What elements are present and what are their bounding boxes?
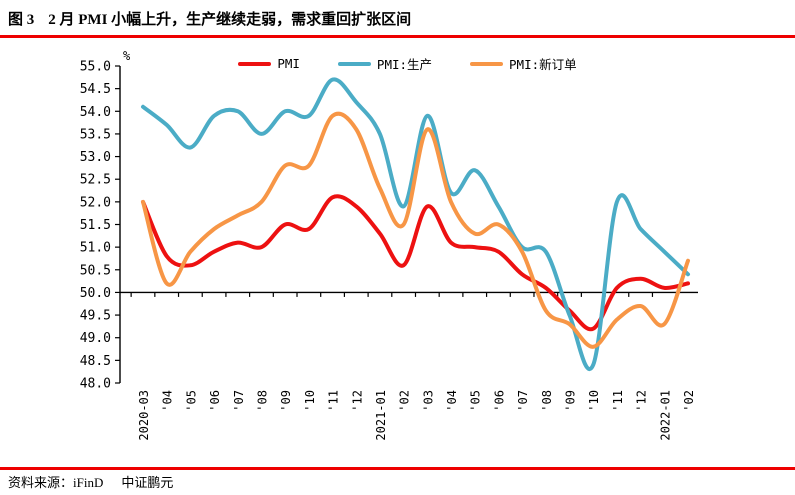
legend-item-production: PMI:生产 bbox=[337, 54, 433, 73]
y-tick-label: 52.5 bbox=[80, 173, 111, 188]
bottom-divider-line bbox=[0, 467, 795, 470]
x-tick-label: '11 bbox=[611, 390, 625, 412]
x-tick-label: '12 bbox=[635, 390, 649, 412]
x-tick-label: '04 bbox=[445, 390, 459, 412]
top-divider-line bbox=[0, 35, 795, 38]
x-tick-label: 2022-01 bbox=[658, 390, 672, 441]
y-tick-label: 53.5 bbox=[80, 127, 111, 142]
data-source-text: 资料来源：iFinD bbox=[8, 475, 104, 490]
legend-label: PMI:新订单 bbox=[509, 57, 577, 72]
x-tick-label: '07 bbox=[232, 390, 246, 412]
legend-item-new-orders: PMI:新订单 bbox=[470, 54, 577, 73]
y-tick-label: 55.0 bbox=[80, 60, 111, 75]
x-tick-label: '06 bbox=[208, 390, 222, 412]
y-tick-label: 54.0 bbox=[80, 105, 111, 120]
x-tick-label: 2020-03 bbox=[137, 390, 151, 441]
y-tick-label: 54.5 bbox=[80, 82, 111, 97]
x-tick-label: '08 bbox=[255, 390, 269, 412]
x-tick-label: '05 bbox=[184, 390, 198, 412]
series-new-orders-line bbox=[141, 111, 690, 349]
legend-line-swatch bbox=[238, 61, 272, 66]
x-tick-label: '07 bbox=[516, 390, 530, 412]
x-tick-label: '05 bbox=[469, 390, 483, 412]
x-tick-label: '10 bbox=[587, 390, 601, 412]
x-tick-label: '08 bbox=[540, 390, 554, 412]
series-production-line bbox=[141, 77, 690, 371]
x-tick-label: 2021-01 bbox=[374, 390, 388, 441]
x-tick-label: '09 bbox=[279, 390, 293, 412]
y-tick-label: 50.0 bbox=[80, 286, 111, 301]
source-note: 资料来源：iFinD 中证鹏元 bbox=[8, 472, 173, 491]
x-tick-label: '03 bbox=[421, 390, 435, 412]
x-tick-label: '02 bbox=[398, 390, 412, 412]
y-tick-label: 49.0 bbox=[80, 331, 111, 346]
x-tick-label: '11 bbox=[327, 390, 341, 412]
x-tick-label: '06 bbox=[492, 390, 506, 412]
chart-legend: PMI PMI:生产 PMI:新订单 bbox=[120, 54, 695, 73]
figure-title: 图 3 2 月 PMI 小幅上升，生产继续走弱，需求重回扩张区间 bbox=[8, 8, 788, 29]
y-tick-label: 53.0 bbox=[80, 150, 111, 165]
x-tick-label: '12 bbox=[350, 390, 364, 412]
y-tick-label: 51.5 bbox=[80, 218, 111, 233]
y-tick-label: 51.0 bbox=[80, 241, 111, 256]
legend-line-swatch bbox=[470, 61, 504, 66]
x-tick-label: '10 bbox=[303, 390, 317, 412]
figure-number-label: 图 3 bbox=[8, 12, 35, 28]
y-tick-label: 48.5 bbox=[80, 354, 111, 369]
x-tick-label: '02 bbox=[682, 390, 696, 412]
y-tick-label: 50.5 bbox=[80, 263, 111, 278]
y-axis-unit-label: % bbox=[123, 49, 131, 63]
legend-line-swatch bbox=[337, 61, 371, 66]
series-pmi-line bbox=[141, 194, 690, 332]
y-tick-label: 52.0 bbox=[80, 195, 111, 210]
x-tick-label: '04 bbox=[161, 390, 175, 412]
y-tick-label: 49.5 bbox=[80, 309, 111, 324]
legend-label: PMI:生产 bbox=[376, 57, 433, 72]
figure-caption: 2 月 PMI 小幅上升，生产继续走弱，需求重回扩张区间 bbox=[48, 12, 412, 28]
org-name-text: 中证鹏元 bbox=[121, 475, 174, 490]
legend-item-pmi: PMI bbox=[238, 56, 300, 71]
y-tick-label: 48.0 bbox=[80, 377, 111, 392]
legend-label: PMI bbox=[277, 56, 300, 71]
x-tick-label: '09 bbox=[564, 390, 578, 412]
